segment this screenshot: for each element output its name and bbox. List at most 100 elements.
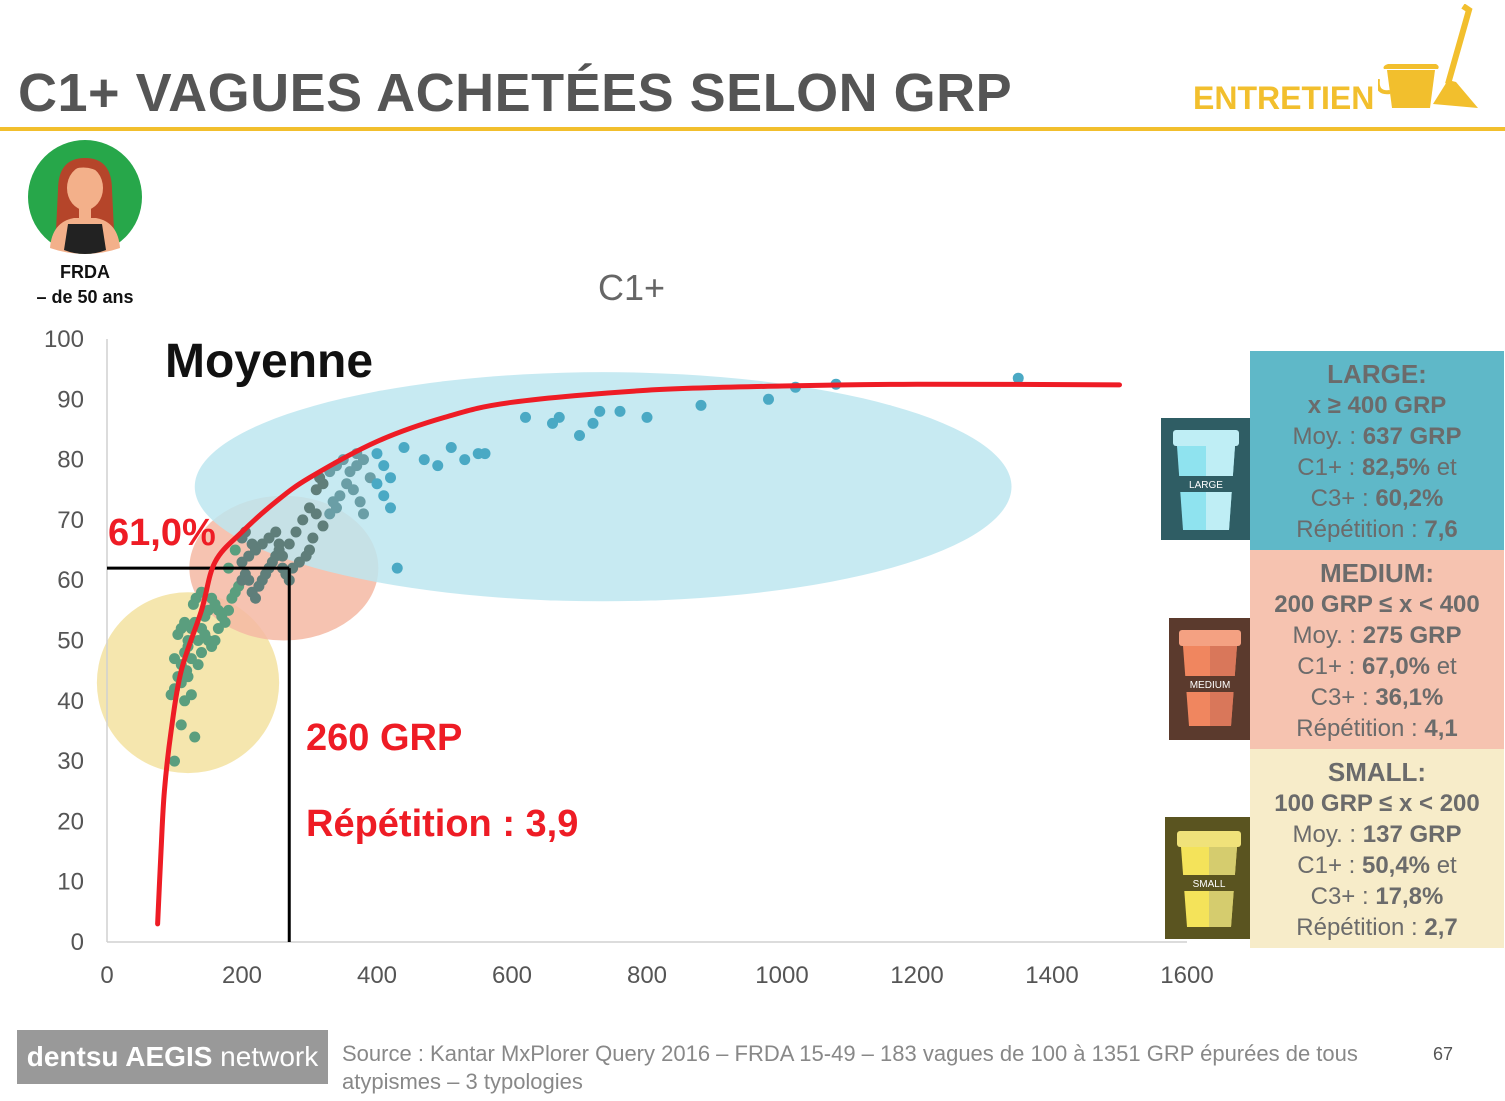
x-tick-label: 1600	[1160, 962, 1213, 989]
data-point	[317, 520, 329, 532]
data-point	[212, 622, 224, 634]
persona-line2: – de 50 ans	[36, 287, 134, 307]
cluster-ellipse-small	[96, 592, 280, 774]
data-point	[371, 478, 383, 490]
c1-label: C1+ :	[1297, 852, 1362, 879]
c3-label: C3+ :	[1310, 485, 1376, 512]
moy-value: 637 GRP	[1362, 423, 1462, 450]
avg-reach-label: 61,0%	[108, 512, 216, 554]
data-point	[378, 490, 390, 502]
c1-value: 67,0%	[1361, 653, 1431, 680]
data-point	[398, 442, 410, 454]
data-point	[169, 653, 180, 665]
rep-value: 2,7	[1424, 914, 1458, 941]
y-tick-label: 100	[44, 326, 84, 353]
footer-logo: dentsu AEGIS network	[17, 1030, 328, 1084]
data-point	[209, 635, 221, 646]
moy-value: 137 GRP	[1362, 821, 1462, 848]
cluster-ellipses	[96, 372, 1012, 774]
x-tick-label: 600	[492, 962, 532, 989]
woman-avatar-icon	[28, 140, 142, 254]
c3-label: C3+ :	[1310, 883, 1376, 910]
data-point	[277, 550, 288, 562]
x-tick-label: 200	[222, 962, 262, 989]
moy-label: Moy. :	[1292, 622, 1363, 649]
data-point	[317, 478, 329, 490]
c3-label: C3+ :	[1310, 684, 1376, 711]
data-point	[520, 411, 531, 423]
data-point	[479, 448, 491, 460]
c3-value: 60,2%	[1375, 485, 1444, 512]
x-tick-label: 400	[357, 962, 397, 989]
y-tick-label: 10	[57, 869, 84, 896]
header-rule	[0, 127, 1505, 131]
y-tick-label: 60	[57, 567, 84, 594]
medium-cup-text: MEDIUM	[1190, 680, 1231, 691]
data-point	[695, 399, 707, 411]
ellipse-label-c1: C1+	[598, 267, 665, 308]
panel-medium: MEDIUM: 200 GRP ≤ x < 400 Moy. : 275 GRP…	[1250, 550, 1504, 749]
y-tick-label: 80	[57, 447, 84, 474]
average-label: Moyenne	[165, 335, 373, 388]
data-point	[587, 417, 599, 429]
data-point	[385, 502, 396, 514]
panel-range: 200 GRP ≤ x < 400	[1274, 591, 1480, 618]
data-point	[378, 460, 390, 472]
data-point	[290, 526, 302, 538]
data-point	[385, 472, 396, 484]
logo-part2: AEGIS	[118, 1041, 213, 1072]
data-point	[270, 526, 282, 538]
moy-value: 275 GRP	[1362, 622, 1462, 649]
data-point	[310, 508, 322, 520]
cluster-ellipse-large	[194, 372, 1012, 602]
data-point	[445, 442, 457, 454]
data-point	[358, 508, 369, 520]
rep-label: Répétition :	[1296, 715, 1425, 742]
data-point	[614, 405, 626, 417]
data-point	[283, 538, 295, 550]
small-cup-icon: SMALL	[1165, 817, 1253, 939]
data-point	[185, 689, 197, 701]
data-point	[169, 755, 180, 767]
et-label: et	[1430, 852, 1457, 879]
panel-title: SMALL:	[1327, 757, 1427, 787]
x-tick-label: 1000	[755, 962, 808, 989]
medium-cup-icon: MEDIUM	[1169, 618, 1251, 740]
data-point	[341, 478, 353, 490]
et-label: et	[1430, 653, 1457, 680]
rep-value: 4,1	[1424, 715, 1458, 742]
panel-range: 100 GRP ≤ x < 200	[1274, 790, 1480, 817]
rep-label: Répétition :	[1296, 914, 1425, 941]
x-tick-label: 1400	[1025, 962, 1078, 989]
category-label: ENTRETIEN	[1193, 80, 1375, 116]
y-tick-label: 90	[57, 386, 84, 413]
y-tick-label: 30	[57, 748, 84, 775]
data-point	[189, 731, 201, 743]
data-point	[175, 719, 187, 731]
logo-part3: network	[212, 1041, 319, 1072]
source-note: Source : Kantar MxPlorer Query 2016 – FR…	[342, 1041, 1358, 1094]
c1-value: 82,5%	[1361, 454, 1431, 481]
data-point	[418, 454, 430, 466]
y-tick-label: 70	[57, 507, 84, 534]
data-point	[1012, 372, 1024, 384]
c1-value: 50,4%	[1361, 852, 1431, 879]
data-point	[229, 544, 241, 556]
large-cup-icon: LARGE	[1161, 418, 1251, 540]
data-point	[196, 647, 207, 659]
panel-small: SMALL: 100 GRP ≤ x < 200 Moy. : 137 GRP …	[1250, 749, 1504, 948]
x-tick-label: 1200	[890, 962, 943, 989]
x-tick-label: 800	[627, 962, 667, 989]
data-point	[594, 405, 606, 417]
data-point	[574, 429, 585, 441]
scatter-points	[165, 372, 1024, 767]
logo-part1: dentsu	[26, 1041, 119, 1072]
y-tick-label: 20	[57, 808, 84, 835]
c1-label: C1+ :	[1297, 653, 1362, 680]
panel-large: LARGE: x ≥ 400 GRP Moy. : 637 GRP C1+ : …	[1250, 351, 1504, 550]
data-point	[307, 532, 319, 544]
et-label: et	[1430, 454, 1457, 481]
page-number: 67	[1433, 1044, 1454, 1064]
